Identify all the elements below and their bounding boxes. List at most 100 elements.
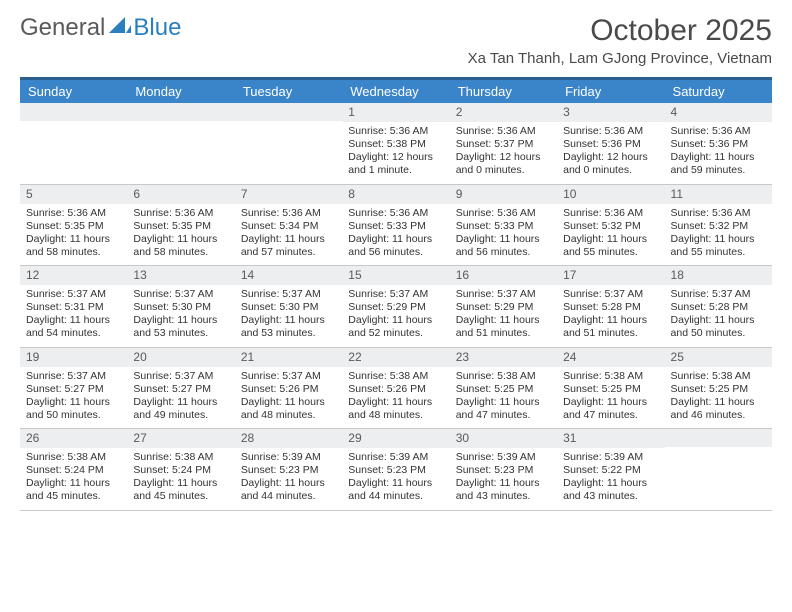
calendar-cell: 5Sunrise: 5:36 AMSunset: 5:35 PMDaylight… <box>20 184 127 266</box>
day-number: 17 <box>557 266 664 285</box>
day-line: Sunrise: 5:39 AM <box>563 451 658 464</box>
day-line: Sunrise: 5:37 AM <box>26 288 121 301</box>
day-line: Sunset: 5:38 PM <box>348 138 443 151</box>
day-number: 20 <box>127 348 234 367</box>
day-line: Daylight: 11 hours and 58 minutes. <box>133 233 228 259</box>
day-line: Daylight: 12 hours and 0 minutes. <box>456 151 551 177</box>
day-number: 16 <box>450 266 557 285</box>
weekday-header: Thursday <box>450 79 557 104</box>
calendar-cell: 7Sunrise: 5:36 AMSunset: 5:34 PMDaylight… <box>235 184 342 266</box>
day-number: 13 <box>127 266 234 285</box>
day-line: Daylight: 12 hours and 0 minutes. <box>563 151 658 177</box>
calendar-cell: 3Sunrise: 5:36 AMSunset: 5:36 PMDaylight… <box>557 103 664 184</box>
day-content: Sunrise: 5:38 AMSunset: 5:24 PMDaylight:… <box>127 448 234 510</box>
calendar-cell: 25Sunrise: 5:38 AMSunset: 5:25 PMDayligh… <box>665 347 772 429</box>
day-line: Sunset: 5:36 PM <box>671 138 766 151</box>
calendar-week-row: 26Sunrise: 5:38 AMSunset: 5:24 PMDayligh… <box>20 429 772 511</box>
calendar-cell: 6Sunrise: 5:36 AMSunset: 5:35 PMDaylight… <box>127 184 234 266</box>
logo-sail-icon <box>109 14 131 42</box>
day-number: 3 <box>557 103 664 122</box>
day-line: Sunset: 5:27 PM <box>26 383 121 396</box>
day-line: Daylight: 11 hours and 47 minutes. <box>456 396 551 422</box>
day-line: Daylight: 11 hours and 53 minutes. <box>133 314 228 340</box>
day-line: Sunrise: 5:38 AM <box>671 370 766 383</box>
day-content: Sunrise: 5:36 AMSunset: 5:32 PMDaylight:… <box>557 204 664 266</box>
day-line: Sunset: 5:33 PM <box>456 220 551 233</box>
day-number: 1 <box>342 103 449 122</box>
day-number: 21 <box>235 348 342 367</box>
day-line: Daylight: 11 hours and 58 minutes. <box>26 233 121 259</box>
calendar-cell: 19Sunrise: 5:37 AMSunset: 5:27 PMDayligh… <box>20 347 127 429</box>
calendar-cell: 13Sunrise: 5:37 AMSunset: 5:30 PMDayligh… <box>127 266 234 348</box>
logo-text-blue: Blue <box>133 14 181 42</box>
calendar-cell: 10Sunrise: 5:36 AMSunset: 5:32 PMDayligh… <box>557 184 664 266</box>
day-line: Daylight: 11 hours and 43 minutes. <box>563 477 658 503</box>
day-number <box>235 103 342 121</box>
calendar-cell: 4Sunrise: 5:36 AMSunset: 5:36 PMDaylight… <box>665 103 772 184</box>
day-number: 7 <box>235 185 342 204</box>
day-number: 26 <box>20 429 127 448</box>
day-line: Sunset: 5:23 PM <box>348 464 443 477</box>
day-content: Sunrise: 5:37 AMSunset: 5:29 PMDaylight:… <box>450 285 557 347</box>
calendar-cell: 30Sunrise: 5:39 AMSunset: 5:23 PMDayligh… <box>450 429 557 511</box>
header: General Blue October 2025 Xa Tan Thanh, … <box>20 14 772 67</box>
day-content: Sunrise: 5:39 AMSunset: 5:23 PMDaylight:… <box>450 448 557 510</box>
day-line: Sunset: 5:32 PM <box>671 220 766 233</box>
day-number <box>20 103 127 121</box>
day-line: Daylight: 11 hours and 45 minutes. <box>26 477 121 503</box>
day-line: Daylight: 11 hours and 57 minutes. <box>241 233 336 259</box>
calendar-cell: 21Sunrise: 5:37 AMSunset: 5:26 PMDayligh… <box>235 347 342 429</box>
calendar-cell: 20Sunrise: 5:37 AMSunset: 5:27 PMDayligh… <box>127 347 234 429</box>
day-number: 5 <box>20 185 127 204</box>
day-content: Sunrise: 5:36 AMSunset: 5:33 PMDaylight:… <box>342 204 449 266</box>
day-line: Sunrise: 5:37 AM <box>456 288 551 301</box>
day-content: Sunrise: 5:36 AMSunset: 5:32 PMDaylight:… <box>665 204 772 266</box>
day-content <box>665 447 772 456</box>
day-number: 23 <box>450 348 557 367</box>
day-content: Sunrise: 5:36 AMSunset: 5:37 PMDaylight:… <box>450 122 557 184</box>
day-content: Sunrise: 5:38 AMSunset: 5:25 PMDaylight:… <box>450 367 557 429</box>
day-content: Sunrise: 5:37 AMSunset: 5:30 PMDaylight:… <box>127 285 234 347</box>
day-line: Daylight: 11 hours and 49 minutes. <box>133 396 228 422</box>
day-content: Sunrise: 5:36 AMSunset: 5:34 PMDaylight:… <box>235 204 342 266</box>
day-line: Daylight: 11 hours and 55 minutes. <box>563 233 658 259</box>
day-number: 19 <box>20 348 127 367</box>
day-content: Sunrise: 5:38 AMSunset: 5:24 PMDaylight:… <box>20 448 127 510</box>
day-line: Sunrise: 5:36 AM <box>456 125 551 138</box>
day-line: Sunrise: 5:38 AM <box>26 451 121 464</box>
day-line: Daylight: 12 hours and 1 minute. <box>348 151 443 177</box>
day-content <box>235 121 342 130</box>
calendar-cell: 12Sunrise: 5:37 AMSunset: 5:31 PMDayligh… <box>20 266 127 348</box>
day-content: Sunrise: 5:36 AMSunset: 5:36 PMDaylight:… <box>557 122 664 184</box>
day-line: Sunset: 5:34 PM <box>241 220 336 233</box>
day-line: Sunrise: 5:38 AM <box>348 370 443 383</box>
day-line: Sunset: 5:30 PM <box>241 301 336 314</box>
day-content <box>20 121 127 130</box>
page-title: October 2025 <box>468 14 772 48</box>
day-number: 2 <box>450 103 557 122</box>
day-line: Sunrise: 5:38 AM <box>133 451 228 464</box>
calendar-week-row: 1Sunrise: 5:36 AMSunset: 5:38 PMDaylight… <box>20 103 772 184</box>
weekday-header: Monday <box>127 79 234 104</box>
day-line: Sunrise: 5:36 AM <box>671 125 766 138</box>
day-line: Daylight: 11 hours and 50 minutes. <box>26 396 121 422</box>
weekday-header: Tuesday <box>235 79 342 104</box>
day-line: Sunrise: 5:39 AM <box>241 451 336 464</box>
calendar-cell: 11Sunrise: 5:36 AMSunset: 5:32 PMDayligh… <box>665 184 772 266</box>
day-line: Daylight: 11 hours and 46 minutes. <box>671 396 766 422</box>
calendar-cell <box>20 103 127 184</box>
day-line: Sunset: 5:37 PM <box>456 138 551 151</box>
day-line: Daylight: 11 hours and 50 minutes. <box>671 314 766 340</box>
day-line: Sunrise: 5:37 AM <box>133 370 228 383</box>
day-line: Sunrise: 5:36 AM <box>563 125 658 138</box>
day-line: Sunrise: 5:36 AM <box>671 207 766 220</box>
day-content: Sunrise: 5:36 AMSunset: 5:36 PMDaylight:… <box>665 122 772 184</box>
calendar-cell: 24Sunrise: 5:38 AMSunset: 5:25 PMDayligh… <box>557 347 664 429</box>
calendar-cell: 22Sunrise: 5:38 AMSunset: 5:26 PMDayligh… <box>342 347 449 429</box>
calendar-cell: 27Sunrise: 5:38 AMSunset: 5:24 PMDayligh… <box>127 429 234 511</box>
day-line: Daylight: 11 hours and 51 minutes. <box>563 314 658 340</box>
day-line: Sunset: 5:36 PM <box>563 138 658 151</box>
day-number: 29 <box>342 429 449 448</box>
calendar-cell: 8Sunrise: 5:36 AMSunset: 5:33 PMDaylight… <box>342 184 449 266</box>
day-number: 28 <box>235 429 342 448</box>
